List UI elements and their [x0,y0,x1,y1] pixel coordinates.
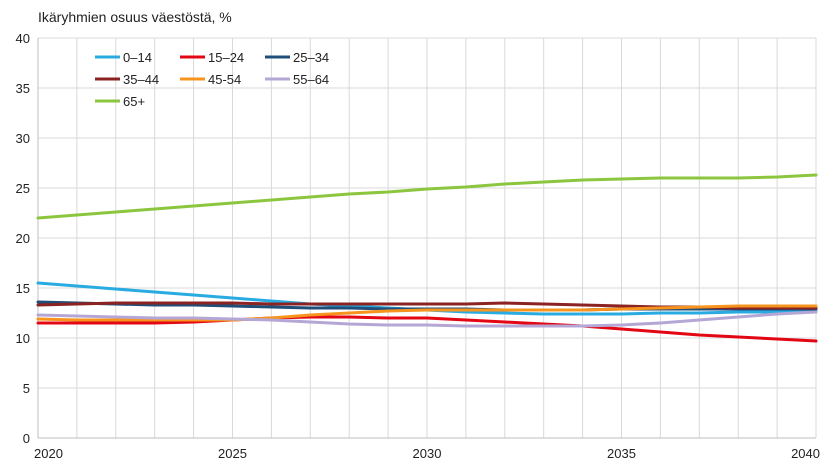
legend-label-3: 35–44 [123,72,159,87]
legend-label-6: 65+ [123,94,145,109]
y-tick-label: 5 [23,381,30,396]
x-tick-label: 2030 [413,446,442,460]
x-tick-label: 2020 [34,446,63,460]
x-tick-label: 2040 [791,446,820,460]
legend-label-5: 55–64 [293,72,329,87]
legend-label-4: 45-54 [208,72,241,87]
y-tick-label: 40 [16,31,30,46]
legend-label-2: 25–34 [293,50,329,65]
y-tick-label: 20 [16,231,30,246]
y-tick-label: 35 [16,81,30,96]
legend-label-0: 0–14 [123,50,152,65]
legend-label-1: 15–24 [208,50,244,65]
y-tick-label: 25 [16,181,30,196]
y-tick-label: 0 [23,431,30,446]
x-tick-label: 2035 [607,446,636,460]
x-tick-label: 2025 [218,446,247,460]
y-tick-label: 10 [16,331,30,346]
y-tick-label: 15 [16,281,30,296]
y-tick-label: 30 [16,131,30,146]
